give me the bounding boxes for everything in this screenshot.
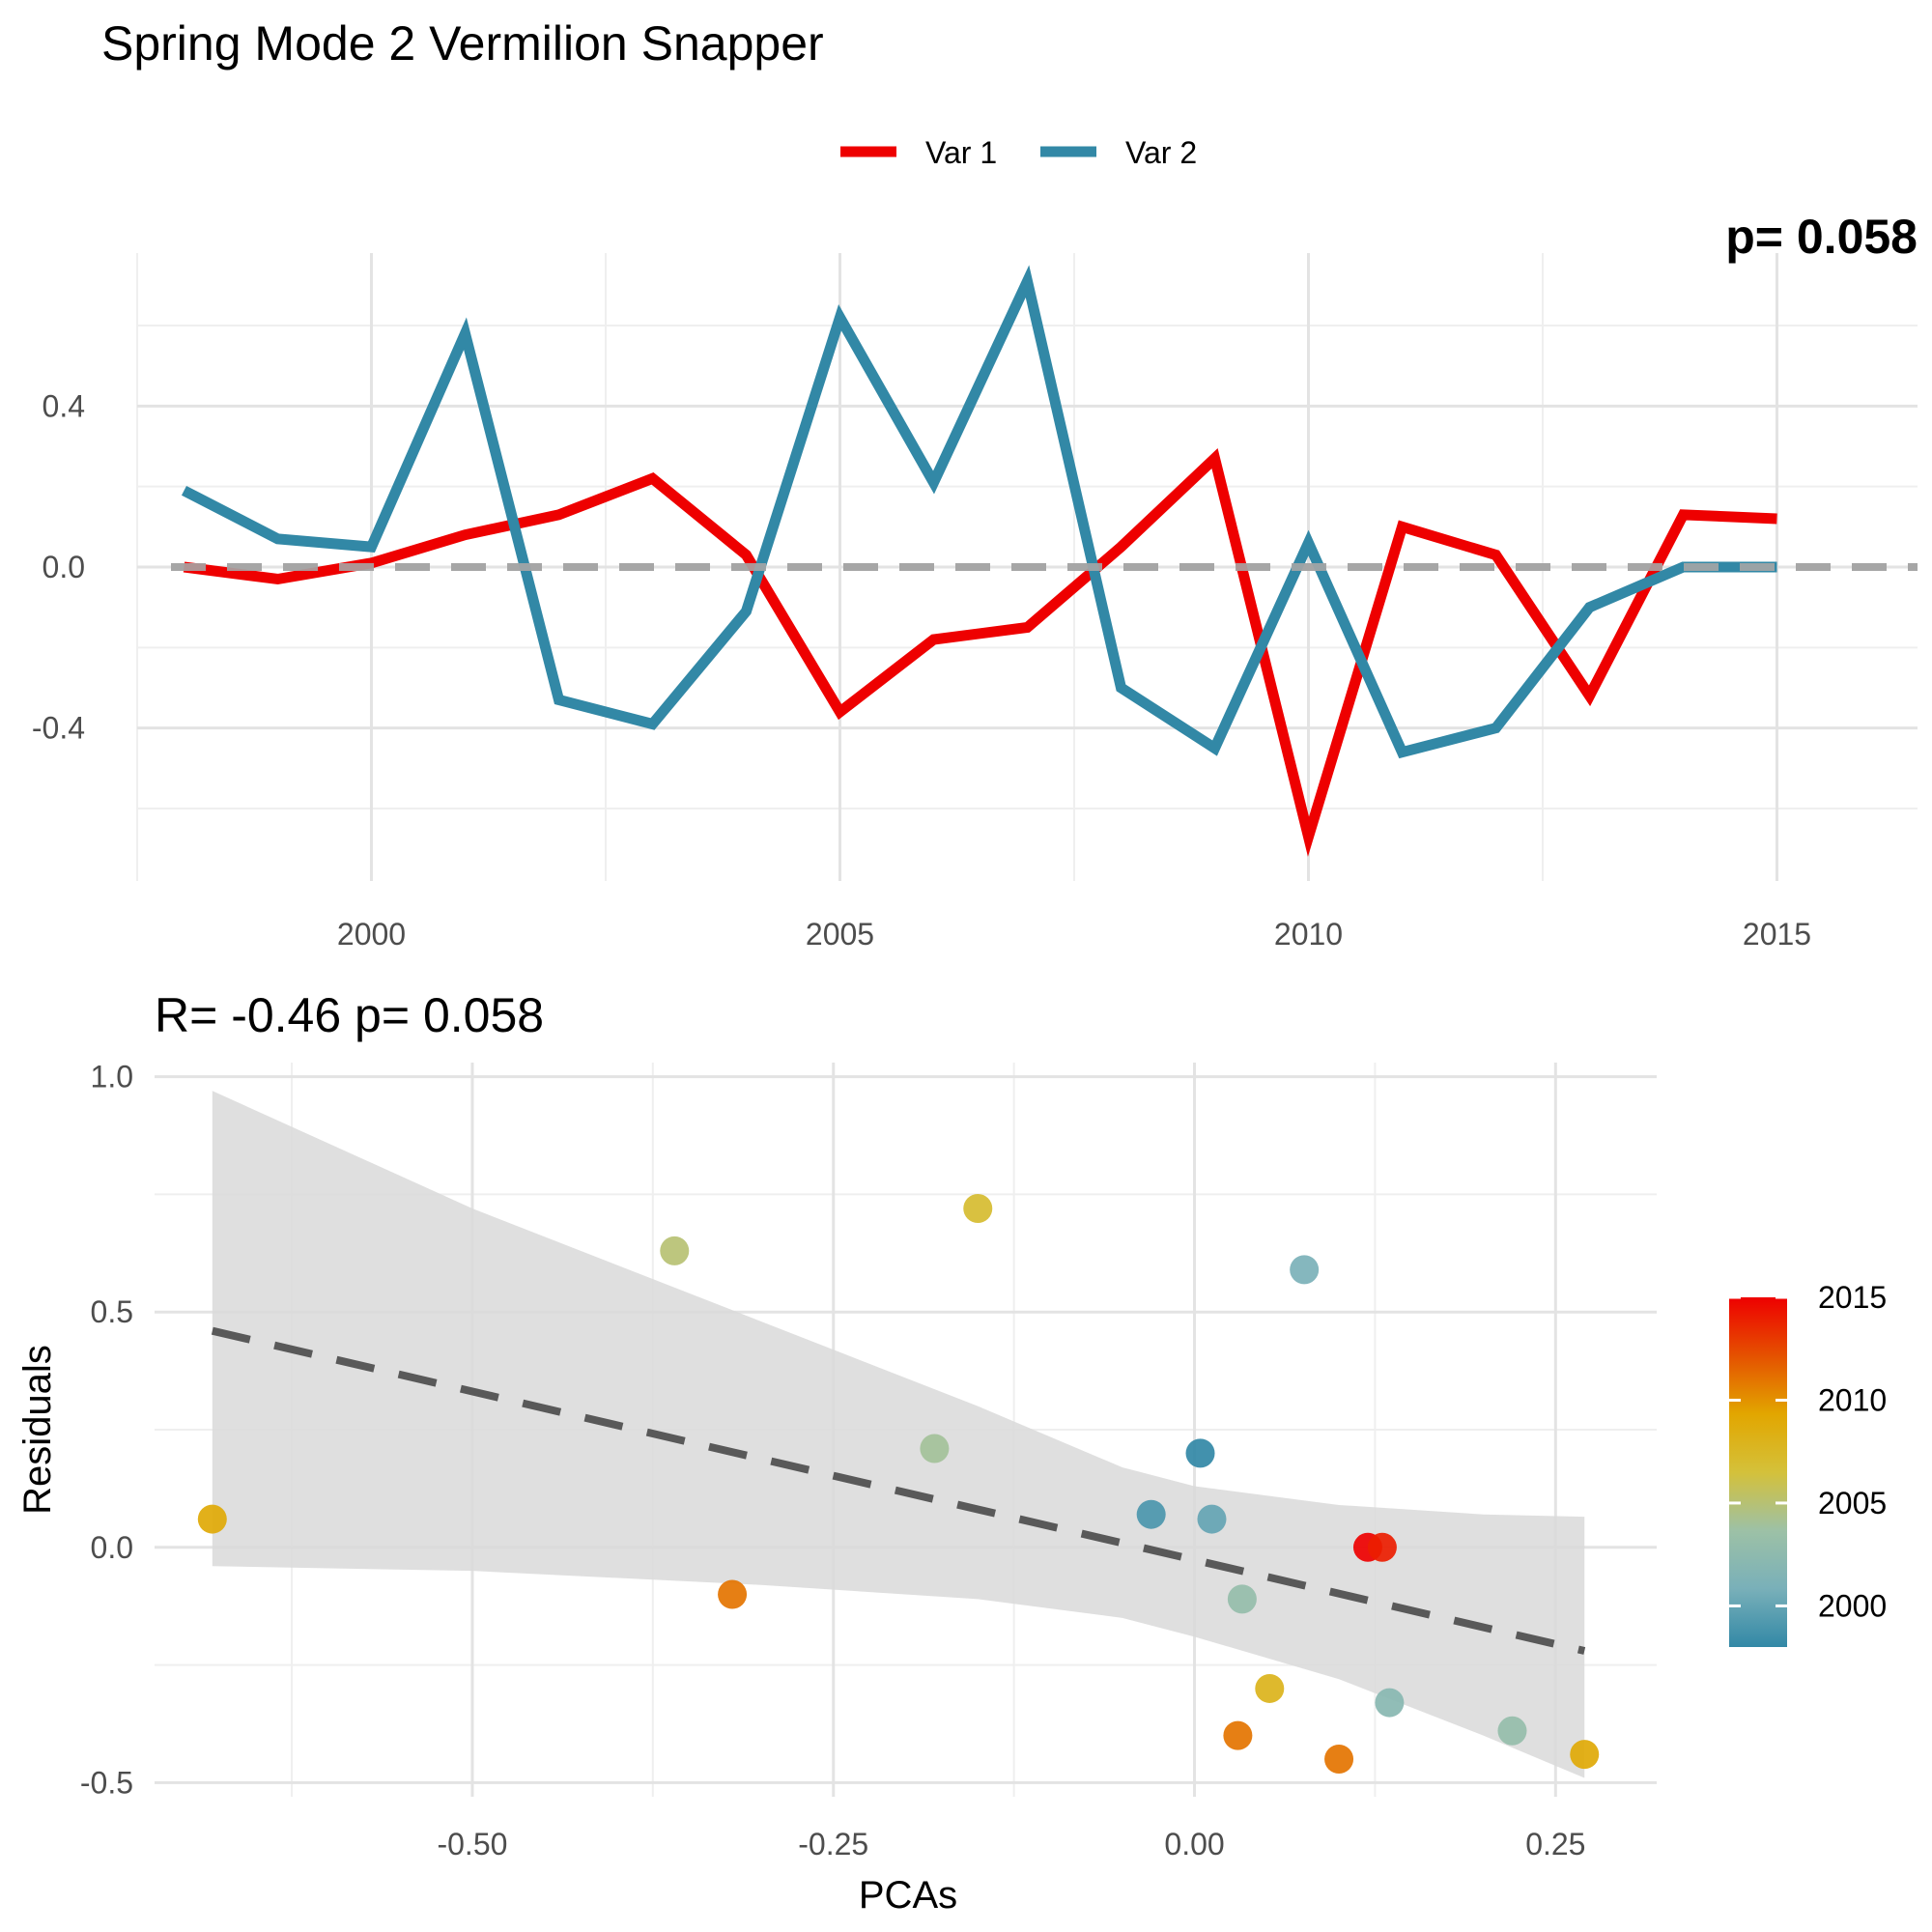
x-tick-label: 2005: [806, 917, 874, 952]
series-line-1: [183, 448, 1777, 857]
y-tick-label: 0.0: [43, 550, 85, 584]
colorbar: 2000 2005 2010 2015: [1729, 1280, 1887, 1647]
scatter-title: R= -0.46 p= 0.058: [155, 988, 544, 1042]
scatter-point: [920, 1434, 950, 1463]
colorbar-bar: [1729, 1297, 1787, 1647]
scatter-panel: R= -0.46 p= 0.058 -0.50 -0.25 0.00 0.25-0.5…: [16, 988, 1887, 1917]
scatter-point: [1197, 1504, 1227, 1534]
top-axes: 2000 2005 2010 2015 -0.4 0.0 0.4: [32, 388, 1811, 952]
y-axis-title: Residuals: [16, 1345, 59, 1515]
colorbar-label: 2005: [1818, 1486, 1887, 1520]
scatter-points: [197, 1194, 1600, 1775]
colorbar-label: 2010: [1818, 1382, 1887, 1417]
colorbar-label: 2000: [1818, 1588, 1887, 1623]
scatter-point: [660, 1236, 690, 1265]
colorbar-label: 2015: [1818, 1280, 1887, 1315]
scatter-point: [1497, 1716, 1527, 1746]
x-axis-title: PCAs: [859, 1874, 957, 1917]
x-tick-label: 0.00: [1164, 1827, 1224, 1861]
x-tick-label: -0.50: [437, 1827, 507, 1861]
top-series: [171, 265, 1918, 857]
scatter-point: [1227, 1584, 1257, 1614]
scatter-point: [1255, 1673, 1285, 1703]
scatter-point: [1136, 1499, 1166, 1529]
scatter-point: [1324, 1745, 1354, 1775]
y-tick-label: 0.4: [43, 388, 85, 423]
legend: Var 1 Var 2: [840, 135, 1197, 170]
scatter-point: [963, 1194, 993, 1224]
x-tick-label: 2015: [1743, 917, 1811, 952]
scatter-point: [1223, 1720, 1253, 1750]
fit-line: [211, 1326, 1586, 1655]
scatter-point: [718, 1579, 748, 1609]
series-line-2: [181, 265, 1777, 759]
legend-label-2: Var 2: [1125, 135, 1197, 170]
y-tick-label: 0.5: [91, 1294, 133, 1329]
scatter-point: [197, 1504, 227, 1534]
scatter-point: [1290, 1255, 1320, 1285]
y-tick-label: 0.0: [91, 1530, 133, 1565]
scatter-point: [1375, 1688, 1405, 1718]
y-tick-label: 1.0: [91, 1060, 133, 1094]
y-tick-label: -0.4: [32, 711, 85, 746]
time-series-panel: Var 1 Var 2 2000 2005 2010 2015 -0.4 0.0 0.4 p=…: [32, 135, 1918, 952]
y-tick-label: -0.5: [80, 1765, 133, 1800]
x-tick-label: -0.25: [798, 1827, 868, 1861]
bottom-axes: -0.50 -0.25 0.00 0.25 -0.5 0.0 0.5 1.0: [80, 1060, 1586, 1861]
x-tick-label: 0.25: [1525, 1827, 1585, 1861]
scatter-point: [1570, 1740, 1600, 1770]
legend-label-1: Var 1: [925, 135, 997, 170]
x-tick-label: 2010: [1274, 917, 1343, 952]
regression-fit-line: [211, 1326, 1586, 1655]
x-tick-label: 2000: [337, 917, 406, 952]
corner-annotation: p= 0.058: [1725, 210, 1918, 264]
scatter-point: [1367, 1532, 1397, 1562]
scatter-point: [1185, 1438, 1215, 1468]
figure-title: Spring Mode 2 Vermilion Snapper: [101, 16, 824, 71]
